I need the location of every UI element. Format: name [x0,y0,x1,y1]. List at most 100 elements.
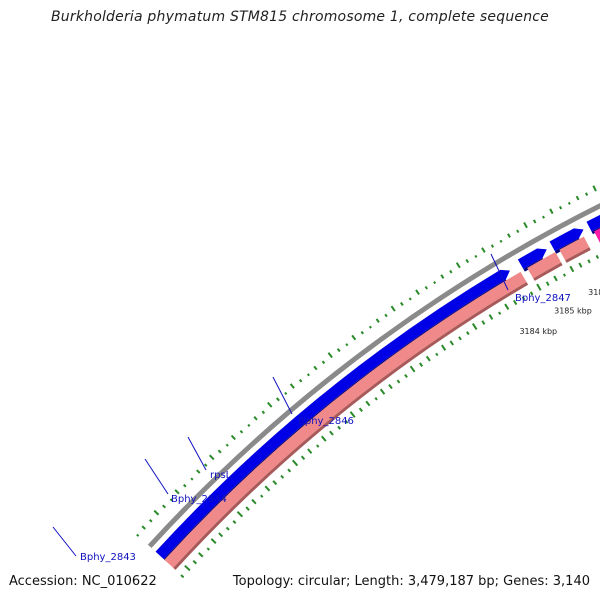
inner-gc-tick [529,291,534,296]
inner-gc-tick [210,538,217,544]
label-leader-line [490,253,509,291]
outer-gc-tick [183,483,187,488]
inner-gc-tick [180,574,185,579]
inner-gc-tick [349,411,356,418]
outer-gc-tick [169,498,173,502]
inner-gc-tick [264,485,271,492]
outer-gc-tick [276,397,280,402]
inner-gc-tick [206,547,210,551]
outer-gc-tick [267,401,273,408]
outer-gc-tick [400,301,404,307]
inner-gc-tick [365,400,371,407]
gene-label: Bphy_2843 [80,552,136,563]
outer-gc-tick [440,274,445,279]
gene-label: Bphy_2844 [171,494,227,505]
inner-gc-tick [587,259,591,264]
outer-gc-tick [208,454,215,461]
map-title: Burkholderia phymatum STM815 chromosome … [50,9,549,25]
forward-strand-track [155,162,600,562]
outer-gc-tick [284,391,288,396]
outer-gc-tick [203,463,208,467]
outer-gc-tick [532,219,537,224]
outer-gc-tick [174,489,180,495]
outer-gc-tick [298,378,303,383]
inner-gc-tick [329,430,334,436]
outer-gc-ticks [136,185,597,537]
gene-label: Bphy_2847 [515,293,571,304]
gene-label: rpsL [210,470,232,481]
scale-label: 3186 kbp [588,288,600,297]
inner-gc-tick [260,494,264,498]
inner-gc-tick [435,352,439,357]
inner-gc-tick [192,559,198,565]
outer-gc-tick [474,254,478,258]
inner-gc-tick [198,552,204,558]
inner-gc-tick [404,373,408,378]
inner-gc-tick [419,362,424,367]
outer-gc-tick [360,330,365,335]
inner-gc-tick [553,275,558,282]
inner-gc-tick [218,532,224,538]
inner-gc-tick [458,336,462,341]
outer-gc-tick [196,469,201,474]
inner-gc-tick [569,265,575,273]
inner-gc-tick [225,526,230,531]
inner-gc-tick [374,397,378,401]
outer-gc-tick [408,297,412,301]
outer-gc-tick [261,410,266,415]
outer-gc-tick [225,443,229,447]
outer-gc-tick [499,239,503,243]
scale-label: 3184 kbp [519,327,557,336]
outer-gc-tick [289,383,295,389]
label-leader-line [272,376,293,415]
outer-gc-tick [575,195,580,201]
inner-gc-tick [280,474,285,479]
inner-gc-tick [504,303,510,310]
outer-gc-tick [345,343,349,347]
reverse-gene-2[interactable] [559,236,591,263]
inner-gc-ticks [180,254,600,579]
label-leader-line [187,436,207,471]
outer-gc-tick [141,525,146,530]
inner-gc-tick [488,314,494,320]
outer-gc-tick [149,519,153,523]
outer-gc-tick [481,247,486,253]
reverse-gene-0[interactable] [164,271,529,570]
inner-gc-tick [521,296,526,301]
outer-gc-tick [368,325,372,329]
outer-gc-tick [549,208,554,215]
inner-gc-tick [409,365,416,373]
inner-gc-tick [388,384,393,390]
inner-gc-tick [287,468,292,473]
reverse-strand-track [164,228,600,570]
outer-gc-tick [327,352,333,359]
outer-gc-tick [523,222,528,229]
outer-gc-tick [136,533,140,537]
outer-gc-tick [247,423,251,428]
forward-cds-3[interactable] [586,162,600,235]
outer-gc-tick [542,215,545,219]
outer-gc-tick [336,348,341,353]
outer-gc-tick [230,434,236,441]
inner-gc-tick [316,444,320,448]
outer-gc-tick [558,205,563,210]
inner-gc-tick [320,435,327,442]
inner-gc-tick [245,506,250,511]
inner-gc-tick [307,448,313,454]
outer-gc-tick [390,305,396,312]
inner-gc-tick [562,273,567,277]
inner-gc-tick [578,262,583,268]
outer-gc-tick [306,373,310,377]
inner-gc-tick [471,323,478,331]
reverse-gene-1[interactable] [527,252,563,281]
outer-gc-tick [384,313,388,318]
inner-gc-tick [379,388,386,395]
outer-gc-tick [321,360,326,365]
outer-gc-tick [592,185,597,192]
inner-gc-tick [300,455,306,461]
inner-gc-tick [425,355,431,362]
outer-gc-tick [585,192,589,196]
outer-gc-tick [465,258,470,264]
